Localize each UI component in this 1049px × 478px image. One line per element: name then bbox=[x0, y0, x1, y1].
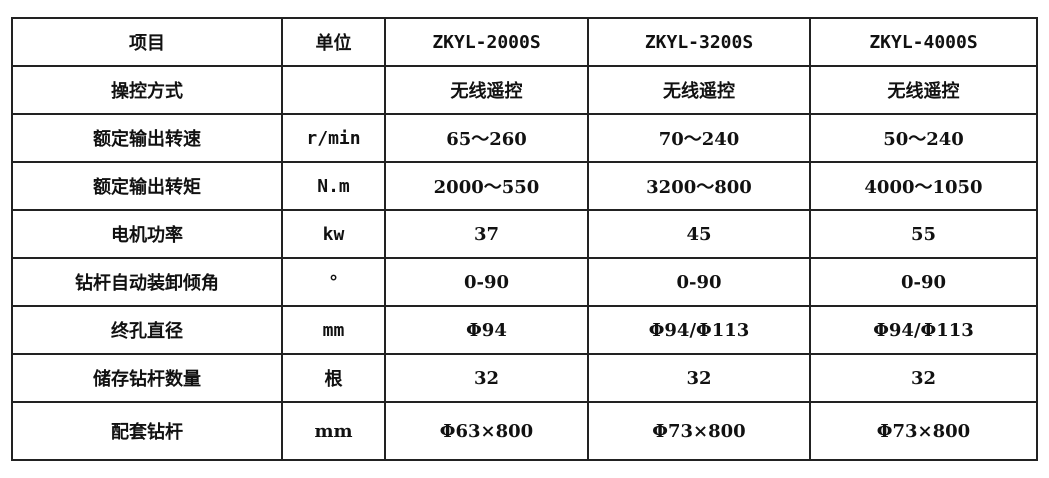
header-cell: ZKYL-2000S bbox=[384, 17, 589, 67]
value-cell: Φ94/Φ113 bbox=[587, 305, 811, 355]
table-row: 额定输出转速 r/min 65～260 70～240 50～240 bbox=[11, 113, 1038, 163]
value-cell: 45 bbox=[587, 209, 811, 259]
header-cell: ZKYL-4000S bbox=[809, 17, 1038, 67]
row-label: 储存钻杆数量 bbox=[11, 353, 283, 403]
unit-cell: mm bbox=[281, 305, 386, 355]
unit-cell: N.m bbox=[281, 161, 386, 211]
row-label: 钻杆自动装卸倾角 bbox=[11, 257, 283, 307]
value-cell: 无线遥控 bbox=[384, 65, 589, 115]
unit-cell: ° bbox=[281, 257, 386, 307]
header-row: 项目 单位 ZKYL-2000S ZKYL-3200S ZKYL-4000S bbox=[11, 17, 1038, 67]
value-cell: 0-90 bbox=[384, 257, 589, 307]
value-cell: Φ63×800 bbox=[384, 401, 589, 461]
row-label: 额定输出转矩 bbox=[11, 161, 283, 211]
value-cell: 3200～800 bbox=[587, 161, 811, 211]
table-row: 操控方式 无线遥控 无线遥控 无线遥控 bbox=[11, 65, 1038, 115]
value-cell: 32 bbox=[809, 353, 1038, 403]
header-cell: 项目 bbox=[11, 17, 283, 67]
value-cell: 50～240 bbox=[809, 113, 1038, 163]
value-cell: 2000～550 bbox=[384, 161, 589, 211]
value-cell: Φ94/Φ113 bbox=[809, 305, 1038, 355]
row-label: 操控方式 bbox=[11, 65, 283, 115]
value-cell: Φ73×800 bbox=[809, 401, 1038, 461]
value-cell: Φ94 bbox=[384, 305, 589, 355]
value-cell: Φ73×800 bbox=[587, 401, 811, 461]
value-cell: 37 bbox=[384, 209, 589, 259]
table-row: 配套钻杆 mm Φ63×800 Φ73×800 Φ73×800 bbox=[11, 401, 1038, 461]
value-cell: 无线遥控 bbox=[809, 65, 1038, 115]
value-cell: 32 bbox=[587, 353, 811, 403]
value-cell: 0-90 bbox=[587, 257, 811, 307]
row-label: 电机功率 bbox=[11, 209, 283, 259]
value-cell: 无线遥控 bbox=[587, 65, 811, 115]
spec-table: 项目 单位 ZKYL-2000S ZKYL-3200S ZKYL-4000S 操… bbox=[11, 17, 1038, 461]
value-cell: 70～240 bbox=[587, 113, 811, 163]
table-row: 储存钻杆数量根 32 32 32 bbox=[11, 353, 1038, 403]
value-cell: 4000～1050 bbox=[809, 161, 1038, 211]
table-row: 电机功率 kw 37 45 55 bbox=[11, 209, 1038, 259]
unit-cell: r/min bbox=[281, 113, 386, 163]
row-label: 终孔直径 bbox=[11, 305, 283, 355]
header-cell: 单位 bbox=[281, 17, 386, 67]
row-label: 配套钻杆 bbox=[11, 401, 283, 461]
row-label: 额定输出转速 bbox=[11, 113, 283, 163]
value-cell: 32 bbox=[384, 353, 589, 403]
table-row: 额定输出转矩 N.m 2000～550 3200～800 4000～1050 bbox=[11, 161, 1038, 211]
value-cell: 55 bbox=[809, 209, 1038, 259]
unit-cell bbox=[281, 65, 386, 115]
table-row: 终孔直径 mm Φ94 Φ94/Φ113 Φ94/Φ113 bbox=[11, 305, 1038, 355]
table-row: 钻杆自动装卸倾角 ° 0-90 0-90 0-90 bbox=[11, 257, 1038, 307]
unit-cell: 根 bbox=[281, 353, 386, 403]
unit-cell: mm bbox=[281, 401, 386, 461]
value-cell: 0-90 bbox=[809, 257, 1038, 307]
unit-cell: kw bbox=[281, 209, 386, 259]
header-cell: ZKYL-3200S bbox=[587, 17, 811, 67]
value-cell: 65～260 bbox=[384, 113, 589, 163]
